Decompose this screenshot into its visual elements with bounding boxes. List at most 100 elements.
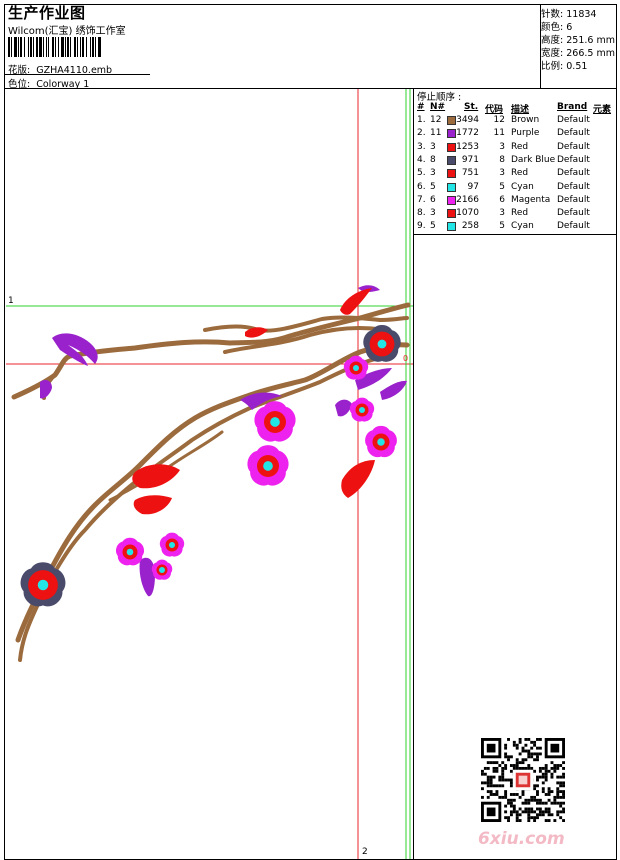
color-description: Red (511, 208, 529, 219)
thread-code: 3 (499, 168, 505, 179)
design-name-line: 花版: GZHA4110.emb (8, 62, 112, 76)
flower-motif (365, 425, 397, 458)
color-description: Dark Blue (511, 154, 556, 165)
color-swatch (447, 195, 456, 205)
flower-motif (349, 397, 375, 422)
needle-number: 5 (430, 221, 436, 232)
color-description: Purple (511, 128, 540, 139)
page-title: 生产作业图 (8, 4, 86, 22)
color-description: Cyan (511, 221, 534, 232)
color-swatch (447, 222, 456, 232)
color-swatch (447, 129, 456, 139)
stitch-count: 751 (461, 168, 479, 179)
stop-num: 3. (417, 141, 426, 152)
stop-sequence-row: 1. 12 3494 12 Brown Default (416, 115, 616, 128)
design-file-name: GZHA4110.emb (36, 65, 113, 76)
col-header-stitches: St. (464, 102, 479, 112)
color-swatch (447, 169, 456, 179)
needle-number: 3 (430, 141, 436, 152)
flower-motif (247, 445, 289, 486)
thread-code: 5 (499, 181, 505, 192)
stop-sequence-row: 6. 5 97 5 Cyan Default (416, 182, 616, 195)
stop-sequence-row: 9. 5 258 5 Cyan Default (416, 221, 616, 234)
stat-height: 高度: 251.6 mm (541, 35, 615, 46)
colorway-value: Colorway 1 (36, 79, 90, 90)
barcode-image (8, 37, 101, 57)
stop-sequence-row: 7. 6 2166 6 Magenta Default (416, 195, 616, 208)
color-swatch (447, 182, 456, 192)
col-header-needle: N# (430, 102, 446, 112)
stop-sequence-row: 5. 3 751 3 Red Default (416, 168, 616, 181)
flower-motif (343, 355, 369, 380)
guide-label-2: 2 (362, 847, 368, 857)
purple-leaves (40, 285, 407, 597)
needle-number: 3 (430, 168, 436, 179)
stop-sequence-label: 停止顺序 : (417, 92, 462, 103)
stop-num: 5. (417, 168, 426, 179)
thread-code: 5 (499, 221, 505, 232)
needle-number: 6 (430, 194, 436, 205)
flower-motif (20, 562, 66, 607)
col-header-num: # (417, 102, 425, 112)
color-swatch (447, 209, 456, 219)
watermark-text: 6xiu.com (478, 829, 565, 849)
color-description: Red (511, 168, 529, 179)
col-header-description: 描述 (511, 105, 530, 115)
stitch-count: 97 (467, 181, 479, 192)
color-description: Red (511, 141, 529, 152)
color-swatch (447, 116, 456, 125)
stop-num: 1. (417, 115, 426, 125)
thread-brand: Default (557, 194, 590, 205)
thread-brand: Default (557, 141, 590, 152)
thread-brand: Default (557, 168, 590, 179)
thread-code: 3 (499, 141, 505, 152)
stat-colors: 颜色: 6 (541, 22, 573, 33)
branch-stitches (11, 302, 411, 662)
thread-brand: Default (557, 221, 590, 232)
colorway-label: 色位: (8, 79, 31, 90)
stitch-count: 971 (461, 154, 479, 165)
color-description: Magenta (511, 194, 551, 205)
stop-sequence-row: 8. 3 1070 3 Red Default (416, 208, 616, 221)
embroidery-preview (6, 89, 413, 859)
thread-brand: Default (557, 208, 590, 219)
color-swatch (447, 155, 456, 165)
stitch-count: 3494 (456, 115, 479, 125)
color-description: Cyan (511, 181, 534, 192)
thread-code: 3 (499, 208, 505, 219)
stitch-count: 1772 (456, 128, 479, 139)
stop-num: 9. (417, 221, 426, 232)
color-swatch (447, 142, 456, 152)
needle-number: 5 (430, 181, 436, 192)
thread-code: 12 (493, 115, 505, 125)
stitch-count: 2166 (456, 194, 479, 205)
stop-num: 8. (417, 208, 426, 219)
guide-label-1: 1 (8, 296, 14, 306)
needle-number: 12 (430, 115, 442, 125)
thread-code: 11 (493, 128, 505, 139)
stat-stitches: 针数: 11834 (541, 9, 597, 20)
qr-code-image (481, 738, 565, 822)
color-description: Brown (511, 115, 540, 125)
col-header-code: 代码 (485, 105, 504, 115)
stop-num: 7. (417, 194, 426, 205)
stop-sequence-row: 4. 8 971 8 Dark Blue Default (416, 155, 616, 168)
design-label: 花版: (8, 65, 31, 76)
col-header-element: 元素 (593, 105, 612, 115)
flower-motif (254, 401, 296, 442)
stop-num: 6. (417, 181, 426, 192)
col-header-brand: Brand (557, 102, 588, 112)
stop-num: 4. (417, 154, 426, 165)
flower-motif (151, 559, 173, 580)
thread-brand: Default (557, 115, 590, 125)
needle-number: 11 (430, 128, 442, 139)
stop-num: 2. (417, 128, 426, 139)
thread-code: 8 (499, 154, 505, 165)
thread-brand: Default (557, 128, 590, 139)
colorway-line: 色位: Colorway 1 (8, 76, 89, 90)
stop-sequence-row: 3. 3 1253 3 Red Default (416, 142, 616, 155)
flower-motif (115, 537, 145, 566)
needle-number: 3 (430, 208, 436, 219)
studio-subtitle: Wilcom(汇宝) 绣饰工作室 (8, 26, 126, 37)
needle-number: 8 (430, 154, 436, 165)
